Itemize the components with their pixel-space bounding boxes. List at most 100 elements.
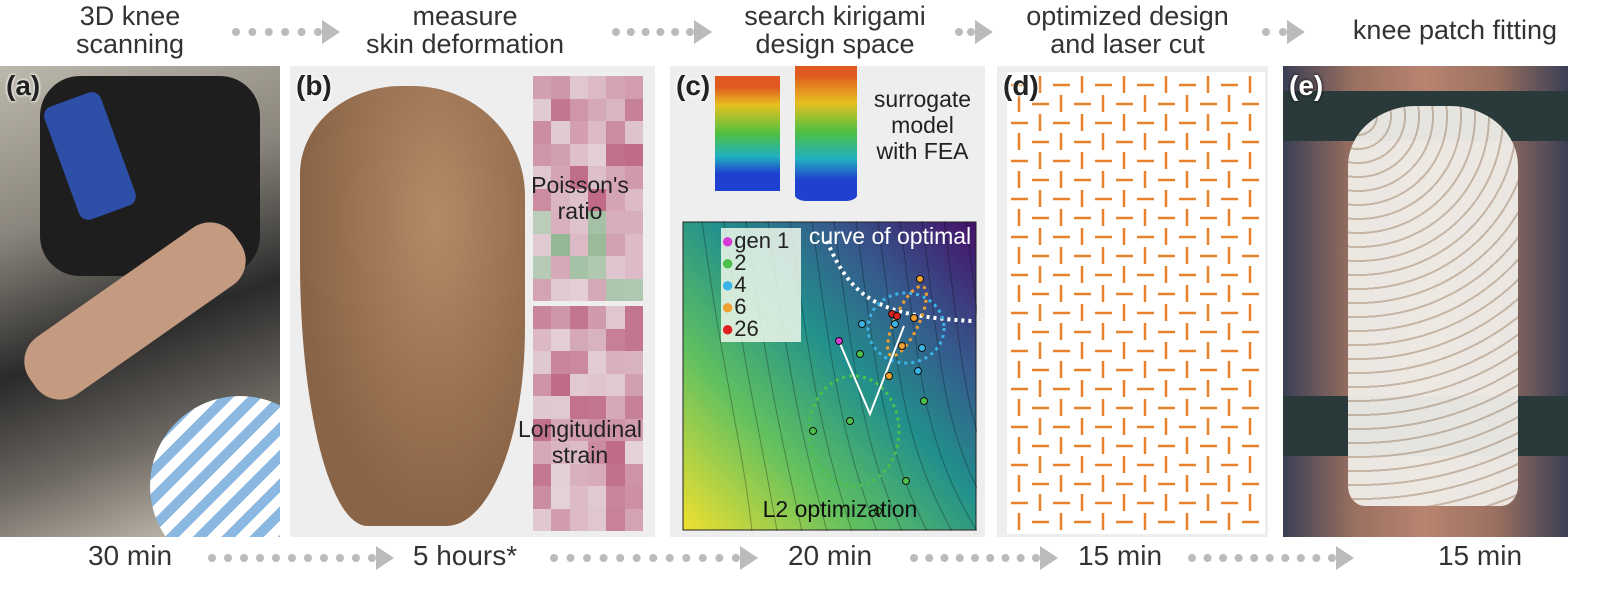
heatmap-cell xyxy=(606,211,625,234)
strain-heatmap xyxy=(533,306,643,531)
heatmap-cell xyxy=(624,351,643,374)
heatmap-cell xyxy=(551,98,570,121)
heatmap-cell xyxy=(624,256,643,279)
heatmap-cell xyxy=(551,351,570,374)
step-title-scanning: 3D knee scanning xyxy=(75,1,185,59)
heatmap-cell xyxy=(533,441,552,464)
heatmap-cell xyxy=(588,166,607,189)
heatmap-cell xyxy=(588,373,607,396)
heatmap-cell xyxy=(588,76,607,99)
panel-a-scanning-photo: (a) xyxy=(0,66,280,537)
heatmap-cell xyxy=(569,463,588,486)
heatmap-cell xyxy=(606,256,625,279)
heatmap-cell xyxy=(606,166,625,189)
heatmap-cell xyxy=(624,121,643,144)
step-title-deformation: measure skin deformation xyxy=(365,1,565,59)
plot-legend: ●gen 1 ●2 ●4 ●6 ●26 xyxy=(721,228,801,342)
heatmap-cell xyxy=(588,463,607,486)
legend-item: ●gen 1 xyxy=(721,230,801,252)
panel-c-design-search: surrogate model with FEA ●gen 1 ●2 ●4 ●6 ●26… xyxy=(670,66,985,537)
heatmap-cell xyxy=(606,441,625,464)
panel-label: (c) xyxy=(676,70,711,101)
panel-label: (e) xyxy=(1289,70,1324,101)
heatmap-cell xyxy=(624,463,643,486)
time-laser-cut: 15 min xyxy=(1077,540,1163,571)
heatmap-cell xyxy=(533,256,552,279)
heatmap-cell xyxy=(624,373,643,396)
panel-label: (b) xyxy=(296,70,332,101)
heatmap-cell xyxy=(624,188,643,211)
heatmap-cell xyxy=(569,306,588,329)
data-point xyxy=(914,367,922,375)
heatmap-cell xyxy=(533,98,552,121)
poisson-ratio-heatmap xyxy=(533,76,643,301)
heatmap-cell xyxy=(551,486,570,509)
heatmap-cell xyxy=(624,486,643,509)
heatmap-cell xyxy=(533,76,552,99)
data-point xyxy=(809,427,817,435)
heatmap-cell xyxy=(588,121,607,144)
heatmap-cell xyxy=(606,373,625,396)
legend-item: ●6 xyxy=(721,296,801,318)
optimization-plot xyxy=(682,221,977,531)
arrow-icon xyxy=(955,20,993,44)
legend-label: gen 1 xyxy=(734,228,790,253)
data-point xyxy=(898,342,906,350)
heatmap-cell xyxy=(606,351,625,374)
data-point xyxy=(910,314,918,322)
heatmap-cell xyxy=(606,233,625,256)
time-scanning: 30 min xyxy=(87,540,173,571)
time-fitting: 15 min xyxy=(1437,540,1523,571)
heatmap-cell xyxy=(624,508,643,531)
heatmap-cell xyxy=(551,306,570,329)
heatmap-cell xyxy=(533,463,552,486)
heatmap-cell xyxy=(533,351,552,374)
data-point xyxy=(916,275,924,283)
heatmap-cell xyxy=(551,463,570,486)
data-point xyxy=(902,477,910,485)
heatmap-cell xyxy=(624,441,643,464)
heatmap-cell xyxy=(569,508,588,531)
heatmap-cell xyxy=(624,166,643,189)
heatmap-cell xyxy=(551,76,570,99)
heatmap-cell xyxy=(624,98,643,121)
heatmap-cell xyxy=(569,328,588,351)
l2-optimization-label: L2 optimization xyxy=(762,496,918,522)
heatmap-cell xyxy=(624,396,643,419)
knee-scan-model xyxy=(300,86,525,526)
heatmap-cell xyxy=(533,143,552,166)
heatmap-cell xyxy=(533,278,552,301)
heatmap-cell xyxy=(606,278,625,301)
heatmap-cell xyxy=(551,256,570,279)
heatmap-cell xyxy=(533,373,552,396)
legend-label: 4 xyxy=(734,272,747,297)
heatmap-cell xyxy=(588,441,607,464)
poisson-ratio-label: Poisson's ratio xyxy=(531,172,629,224)
heatmap-cell xyxy=(551,418,570,441)
heatmap-cell xyxy=(624,418,643,441)
heatmap-cell xyxy=(551,373,570,396)
heatmap-cell xyxy=(588,233,607,256)
heatmap-cell xyxy=(569,98,588,121)
heatmap-cell xyxy=(606,188,625,211)
heatmap-cell xyxy=(551,328,570,351)
data-point xyxy=(891,320,899,328)
heatmap-cell xyxy=(569,351,588,374)
heatmap-cell xyxy=(606,121,625,144)
fea-block-small xyxy=(715,76,780,191)
legend-item: ●2 xyxy=(721,252,801,274)
heatmap-cell xyxy=(569,233,588,256)
heatmap-cell xyxy=(551,396,570,419)
arrow-icon xyxy=(550,546,758,570)
heatmap-cell xyxy=(533,508,552,531)
heatmap-cell xyxy=(588,306,607,329)
heatmap-cell xyxy=(533,233,552,256)
heatmap-cell xyxy=(569,166,588,189)
arrow-icon xyxy=(910,546,1058,570)
contour-line xyxy=(855,221,928,531)
contour-line xyxy=(921,221,977,490)
legend-label: 6 xyxy=(734,294,747,319)
data-point xyxy=(874,507,882,515)
legend-label: 2 xyxy=(734,250,747,275)
heatmap-cell xyxy=(569,441,588,464)
